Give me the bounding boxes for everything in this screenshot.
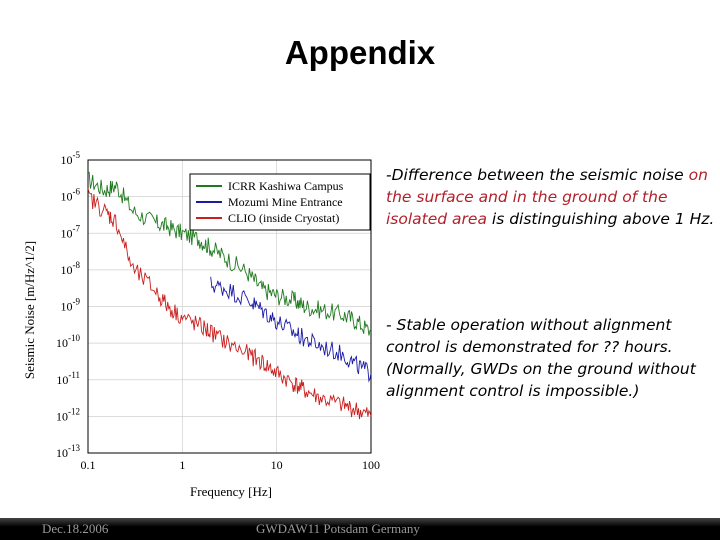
y-tick-base: 10 (61, 263, 73, 277)
slide-footer: Dec.18.2006 GWDAW11 Potsdam Germany (0, 518, 720, 540)
y-tick-base: 10 (61, 153, 73, 167)
y-tick-base: 10 (56, 409, 68, 423)
y-tick-base: 10 (61, 190, 73, 204)
y-tick-base: 10 (56, 373, 68, 387)
seismic-noise-chart: 10-510-610-710-810-910-1010-1110-1210-13… (22, 150, 381, 499)
y-tick-exponent: -13 (68, 443, 80, 453)
x-tick-label: 100 (362, 458, 380, 472)
y-tick-exponent: -9 (73, 297, 81, 307)
y-tick-exponent: -11 (68, 370, 80, 380)
legend-items: ICRR Kashiwa Campus Mozumi Mine Entrance C… (196, 179, 344, 225)
note2-line2: (Normally, GWDs on the ground without al… (386, 360, 696, 400)
y-tick-label: 10-11 (56, 370, 80, 387)
legend-label: ICRR Kashiwa Campus (228, 179, 344, 193)
y-tick-exponent: -10 (68, 333, 80, 343)
y-tick-label: 10-6 (61, 187, 81, 204)
y-tick-label: 10-9 (61, 297, 81, 314)
x-axis-label: Frequency [Hz] (190, 484, 272, 499)
x-tick-label: 1 (179, 458, 185, 472)
note1-highlight: on the surface and in the ground of the … (386, 166, 708, 228)
y-tick-base: 10 (56, 336, 68, 350)
series-line-2 (87, 188, 372, 420)
series-line-0 (87, 171, 372, 336)
footer-date: Dec.18.2006 (42, 521, 109, 536)
y-tick-label: 10-8 (61, 260, 81, 277)
y-tick-exponent: -6 (73, 187, 81, 197)
y-tick-label: 10-7 (61, 223, 81, 240)
note1-text-start: Difference between the seismic noise (391, 166, 689, 184)
y-tick-exponent: -5 (73, 150, 81, 160)
legend-label: CLIO (inside Cryostat) (228, 211, 339, 225)
legend-label: Mozumi Mine Entrance (228, 195, 343, 209)
y-tick-exponent: -8 (73, 260, 81, 270)
y-tick-exponent: -12 (68, 406, 80, 416)
series-lines (87, 171, 372, 420)
plot-frame (87, 159, 372, 454)
x-tick-label: 0.1 (81, 458, 96, 472)
note2-line1: - Stable operation without alignment con… (386, 316, 673, 356)
y-tick-label: 10-12 (56, 406, 80, 423)
note1-text-end: is distinguishing above 1 Hz. (486, 210, 715, 228)
y-axis-label: Seismic Noise [m/Hz^1/2] (22, 241, 37, 379)
y-tick-label: 10-5 (61, 150, 81, 167)
y-tick-label: 10-13 (56, 443, 80, 460)
footer-conference: GWDAW11 Potsdam Germany (256, 521, 420, 536)
y-tick-base: 10 (61, 226, 73, 240)
legend: ICRR Kashiwa Campus Mozumi Mine Entrance C… (189, 173, 371, 231)
y-tick-exponent: -7 (73, 223, 81, 233)
note-stable-operation: - Stable operation without alignment con… (386, 314, 716, 402)
note-seismic-difference: -Difference between the seismic noise on… (386, 164, 716, 230)
y-tick-base: 10 (56, 446, 68, 460)
y-tick-base: 10 (61, 300, 73, 314)
note1-prefix: - (386, 166, 392, 184)
series-line-1 (210, 276, 372, 383)
slide-title: Appendix (284, 34, 436, 71)
y-tick-label: 10-10 (56, 333, 80, 350)
x-tick-label: 10 (271, 458, 283, 472)
x-tick-labels: 0.1 1 10 100 (81, 458, 381, 472)
